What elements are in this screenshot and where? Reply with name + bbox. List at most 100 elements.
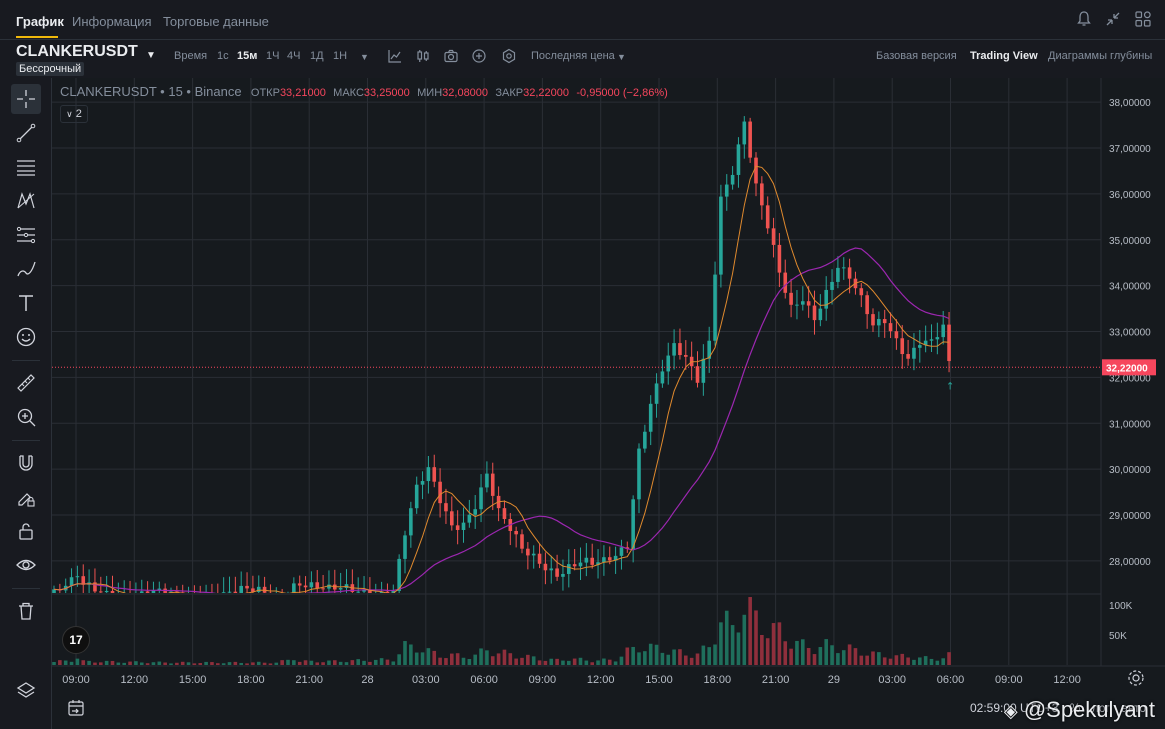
price-axis-label: 31,00000 <box>1109 419 1151 430</box>
interval-more-chevron-icon[interactable]: ▼ <box>360 52 369 62</box>
price-axis-label: 35,00000 <box>1109 236 1151 247</box>
view-tradingview[interactable]: Trading View <box>970 50 1038 62</box>
unlock-icon[interactable] <box>11 516 41 546</box>
legend-high-value: 33,25000 <box>363 87 410 99</box>
toolbar-divider <box>12 440 40 441</box>
volume-bar <box>613 661 618 665</box>
candle-type-icon[interactable] <box>415 48 431 64</box>
horizontal-lines-icon[interactable] <box>11 152 41 182</box>
interval-15m[interactable]: 15м <box>237 50 258 62</box>
volume-bar <box>549 658 554 665</box>
volume-bar <box>52 662 56 665</box>
candle-body <box>625 547 630 549</box>
ruler-icon[interactable] <box>11 368 41 398</box>
price-axis-label: 37,00000 <box>1109 144 1151 155</box>
tab-trading-data[interactable]: Торговые данные <box>163 14 269 29</box>
settings-hex-icon[interactable] <box>501 48 517 64</box>
drawing-toolbar <box>0 78 52 729</box>
interval-1w[interactable]: 1Н <box>333 50 348 62</box>
view-basic[interactable]: Базовая версия <box>876 50 957 62</box>
tab-chart[interactable]: График <box>16 14 64 29</box>
legend-open-label: ОТКР <box>250 87 280 99</box>
candle-body <box>777 244 782 273</box>
candle-body <box>455 525 460 530</box>
candle-body <box>701 358 706 383</box>
candle-body <box>321 588 325 590</box>
candle-body <box>684 355 688 357</box>
volume-bar <box>309 660 314 665</box>
camera-icon[interactable] <box>443 48 459 64</box>
log-toggle[interactable]: лог <box>1091 701 1110 715</box>
chart-settings-icon[interactable] <box>1126 668 1146 688</box>
fib-icon[interactable] <box>11 220 41 250</box>
view-depth[interactable]: Диаграммы глубины <box>1048 50 1153 62</box>
tab-info[interactable]: Информация <box>72 14 152 29</box>
symbol-selector[interactable]: CLANKERUSDT <box>16 43 138 60</box>
volume-bar <box>748 597 752 665</box>
candle-body <box>256 586 261 592</box>
trend-line-icon[interactable] <box>11 118 41 148</box>
time-axis-label: 15:00 <box>179 674 207 686</box>
price-chart[interactable]: 38,00000 37,00000 36,00000 35,00000 34,00000… <box>52 78 1165 729</box>
volume-bar <box>806 648 811 665</box>
price-type-selector[interactable]: Последняя цена <box>531 50 615 62</box>
price-type-chevron-down-icon[interactable]: ▼ <box>617 52 626 62</box>
indicators-icon[interactable] <box>387 48 403 64</box>
plus-circle-icon[interactable] <box>471 48 487 64</box>
chart-area[interactable]: 38,00000 37,00000 36,00000 35,00000 34,00000… <box>52 78 1165 729</box>
volume-bar <box>362 660 366 665</box>
candle-body <box>801 301 805 305</box>
candle-body <box>812 305 817 321</box>
text-icon[interactable] <box>11 288 41 318</box>
volume-bar <box>707 647 711 665</box>
bell-icon[interactable] <box>1075 10 1093 28</box>
candle-body <box>847 267 852 279</box>
candle-body <box>947 324 951 362</box>
candle-body <box>567 564 571 574</box>
volume-bar <box>929 658 934 665</box>
legend-close-label: ЗАКР <box>495 87 524 99</box>
pattern-icon[interactable] <box>11 186 41 216</box>
candle-body <box>461 522 466 530</box>
auto-toggle[interactable]: авто <box>1121 701 1147 715</box>
percent-toggle[interactable]: % <box>1069 701 1081 715</box>
interval-1d[interactable]: 1Д <box>310 50 324 62</box>
lock-drawing-icon[interactable] <box>11 482 41 512</box>
zoom-icon[interactable] <box>11 402 41 432</box>
time-zone-display[interactable]: 02:59:00 UTC+3 <box>970 701 1059 715</box>
volume-bar <box>169 663 173 665</box>
candle-body <box>783 272 788 293</box>
candle-body <box>871 314 875 326</box>
price-axis-label: 33,00000 <box>1109 328 1151 339</box>
layout-grid-icon[interactable] <box>1134 10 1152 28</box>
volume-bar <box>122 662 126 665</box>
layers-icon[interactable] <box>11 676 41 706</box>
volume-bar <box>555 658 559 665</box>
magnet-icon[interactable] <box>11 448 41 478</box>
crosshair-icon[interactable] <box>11 84 41 114</box>
volume-bar <box>713 644 717 665</box>
eye-icon[interactable] <box>11 550 41 580</box>
legend-low-value: 32,08000 <box>442 87 489 99</box>
price-axis-label: 38,00000 <box>1109 98 1151 109</box>
interval-4h[interactable]: 4Ч <box>287 50 301 62</box>
interval-1s[interactable]: 1с <box>217 50 229 62</box>
interval-1h[interactable]: 1Ч <box>266 50 280 62</box>
candle-body <box>818 308 823 321</box>
volume-bar <box>625 647 630 665</box>
indicators-toggle-button[interactable]: ∨ 2 <box>60 105 88 123</box>
volume-bar <box>801 639 805 665</box>
candle-body <box>502 508 507 520</box>
go-to-date-icon[interactable] <box>66 698 86 718</box>
tradingview-logo[interactable]: 17 <box>62 626 90 654</box>
candle-body <box>613 555 618 561</box>
volume-bar <box>496 653 501 665</box>
collapse-icon[interactable] <box>1104 10 1122 28</box>
emoji-icon[interactable] <box>11 322 41 352</box>
chevron-down-icon[interactable]: ▼ <box>146 50 156 61</box>
candle-body <box>315 582 320 589</box>
brush-icon[interactable] <box>11 254 41 284</box>
candle-body <box>877 319 881 326</box>
volume-bar <box>104 660 109 665</box>
trash-icon[interactable] <box>11 596 41 626</box>
